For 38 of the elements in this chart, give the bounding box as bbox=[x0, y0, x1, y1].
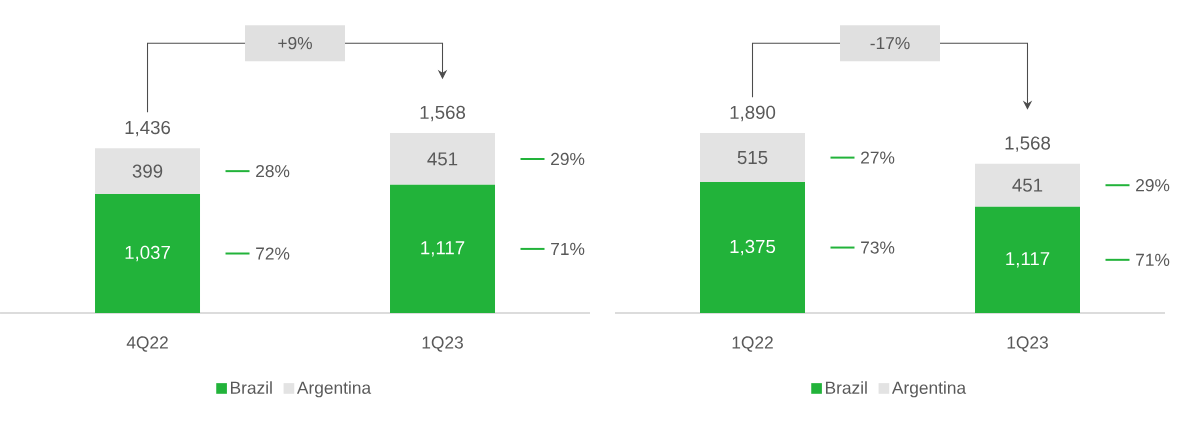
data-label: 1,375 bbox=[730, 239, 776, 256]
legend-label: Brazil bbox=[231, 381, 272, 394]
legend-label: Brazil bbox=[825, 381, 867, 394]
text: +9% bbox=[278, 37, 312, 50]
total-label: 1,436 bbox=[125, 120, 171, 137]
legend-label: Argentina bbox=[891, 381, 967, 398]
bar bbox=[975, 163, 1080, 207]
legend-label: Argentina bbox=[296, 381, 372, 398]
annotation: 27% bbox=[861, 151, 895, 164]
bar bbox=[95, 194, 201, 313]
bar bbox=[95, 148, 201, 195]
bar bbox=[975, 206, 1080, 313]
bar bbox=[700, 133, 806, 183]
x-tick-label: 4Q22 bbox=[126, 336, 168, 352]
total-label: 1,568 bbox=[1005, 136, 1051, 152]
annotation: 29% bbox=[1136, 179, 1170, 192]
annotation: 73% bbox=[861, 241, 895, 254]
annotation: 71% bbox=[1136, 253, 1170, 266]
data-label: 1,117 bbox=[421, 241, 465, 257]
data-label: 451 bbox=[427, 152, 458, 166]
data-label: 1,037 bbox=[125, 245, 170, 262]
x-tick-label: 1Q22 bbox=[732, 336, 773, 352]
annotation: 71% bbox=[551, 242, 585, 255]
bar bbox=[390, 184, 496, 313]
text: -17% bbox=[870, 37, 910, 50]
data-label: 1,117 bbox=[1006, 252, 1050, 268]
data-label: 399 bbox=[132, 164, 163, 178]
x-tick-label: 1Q23 bbox=[422, 336, 463, 352]
total-label: 1,568 bbox=[420, 105, 466, 122]
annotation: 29% bbox=[551, 152, 585, 166]
annotation: 72% bbox=[256, 247, 290, 260]
total-label: 1,890 bbox=[730, 105, 776, 122]
x-tick-label: 1Q23 bbox=[1007, 336, 1048, 352]
bar bbox=[700, 182, 806, 313]
bar bbox=[390, 133, 496, 185]
data-label: 515 bbox=[737, 151, 768, 165]
data-label: 451 bbox=[1012, 178, 1043, 192]
annotation: 28% bbox=[256, 164, 290, 178]
